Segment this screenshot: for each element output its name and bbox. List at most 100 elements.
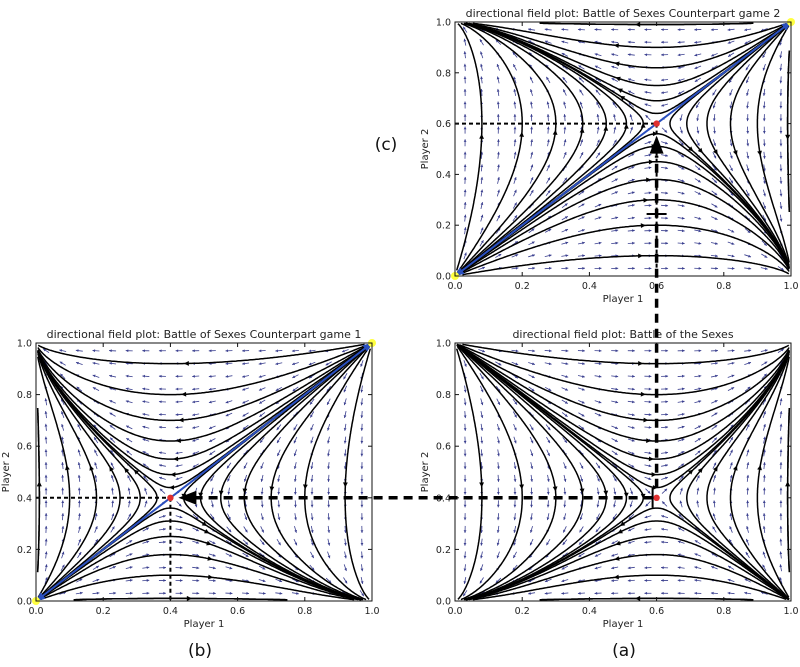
quiver-arrow-head [479, 580, 483, 584]
quiver-arrow-head [496, 530, 500, 533]
quiver-arrow-head [712, 526, 716, 530]
quiver-arrow-head [627, 579, 631, 582]
quiver-arrow-head [111, 487, 114, 491]
quiver-arrow-head [463, 176, 467, 180]
quiver-arrow-head [79, 578, 83, 582]
quiver-arrow-head [158, 374, 162, 378]
quiver-arrow-head [343, 427, 347, 431]
quiver-arrow-head [532, 349, 536, 353]
quiver-arrow-head [746, 80, 749, 84]
quiver-arrow-head [275, 388, 279, 391]
quiver-arrow-head [463, 492, 467, 495]
quiver-arrow-head [615, 387, 619, 391]
quiver-arrow-head [546, 126, 550, 130]
quiver-arrow-head [211, 504, 214, 508]
quiver-arrow-head [665, 241, 669, 245]
quiver-arrow-head [779, 398, 783, 402]
quiver-arrow-head [480, 202, 484, 205]
quiver-arrow-head [277, 440, 280, 444]
quiver-arrow-head [60, 373, 64, 377]
trajectory-line [220, 343, 371, 601]
quiver-arrow-head [596, 126, 600, 130]
quiver-arrow-head [463, 593, 466, 597]
quiver-arrow-head [580, 478, 584, 482]
quiver-arrow-head [744, 28, 748, 32]
quiver-arrow-head [648, 477, 652, 481]
quiver-arrow-head [258, 388, 262, 391]
quiver-arrow-head [564, 177, 567, 181]
quiver-arrow-head [762, 500, 766, 504]
trajectory-arrow-head [89, 465, 95, 471]
quiver-arrow-head [44, 436, 48, 440]
quiver-arrow-head [696, 105, 699, 109]
quiver-arrow-head [498, 254, 502, 257]
quiver-arrow-head [779, 538, 783, 542]
quiver-arrow-head [630, 126, 633, 130]
quiver-arrow-head [276, 427, 280, 431]
quiver-arrow-head [546, 114, 550, 117]
quiver-arrow-head [513, 89, 517, 92]
quiver-arrow-head [598, 349, 602, 353]
trajectory-arrow-head [603, 490, 609, 496]
quiver-arrow-head [762, 105, 766, 109]
quiver-arrow-head [515, 362, 519, 366]
y-tick-label: 0.0 [436, 597, 451, 608]
quiver-arrow-head [227, 504, 231, 508]
quiver-arrow-head [665, 387, 669, 391]
quiver-arrow-head [175, 387, 179, 391]
trajectory-arrow-head [614, 61, 620, 67]
quiver-arrow-head [565, 349, 569, 353]
quiver-arrow-head [546, 139, 550, 143]
quiver-arrow-head [698, 267, 702, 270]
quiver-arrow-head [530, 466, 534, 470]
y-tick-label: 0.2 [17, 545, 32, 556]
quiver-arrow-head [128, 513, 131, 517]
quiver-arrow-head [594, 566, 598, 570]
quiver-arrow-head [694, 79, 698, 82]
quiver-arrow-head [681, 166, 685, 170]
quiver-arrow-head [744, 591, 748, 595]
trajectory-arrow-head [619, 521, 626, 527]
quiver-arrow-head [694, 553, 698, 556]
quiver-arrow-head [44, 525, 48, 529]
quiver-arrow-head [196, 566, 200, 570]
quiver-arrow-head [764, 349, 768, 352]
quiver-arrow-head [561, 579, 565, 583]
quiver-arrow-head [77, 424, 81, 428]
quiver-arrow-head [615, 191, 618, 194]
trajectory-line [466, 22, 790, 87]
quiver-arrow-head [581, 400, 585, 404]
quiver-arrow-head [463, 543, 467, 546]
quiver-arrow-head [513, 555, 516, 559]
quiver-arrow-head [729, 513, 733, 517]
quiver-arrow-head [598, 241, 602, 245]
quiver-arrow-head [212, 553, 216, 557]
trajectory-arrow-head [619, 95, 626, 101]
quiver-arrow-head [614, 178, 618, 182]
quiver-arrow-head [727, 591, 731, 595]
quiver-arrow-head [496, 139, 500, 142]
quiver-arrow-head [261, 517, 264, 521]
quiver-arrow-head [780, 348, 784, 352]
quiver-arrow-head [243, 465, 247, 469]
y-tick-label: 1.0 [436, 18, 451, 29]
quiver-arrow-head [615, 426, 618, 429]
quiver-arrow-head [565, 254, 569, 258]
trajectory-line [456, 22, 584, 275]
quiver-arrow-head [580, 152, 584, 156]
quiver-arrow-head [360, 363, 363, 367]
quiver-arrow-head [113, 591, 117, 595]
quiver-arrow-head [713, 487, 716, 491]
quiver-arrow-head [779, 218, 783, 222]
quiver-arrow-head [463, 139, 467, 142]
trajectory-line [456, 22, 523, 274]
trajectory-line [706, 23, 790, 268]
quiver-arrow-head [497, 427, 500, 431]
quiver-arrow-head [632, 400, 635, 404]
trajectory-arrow-head [652, 131, 658, 137]
quiver-arrow-head [613, 504, 616, 508]
quiver-arrow-head [343, 415, 347, 418]
quiver-arrow-head [681, 425, 685, 429]
quiver-arrow-head [582, 362, 585, 366]
quiver-arrow-head [277, 517, 281, 521]
